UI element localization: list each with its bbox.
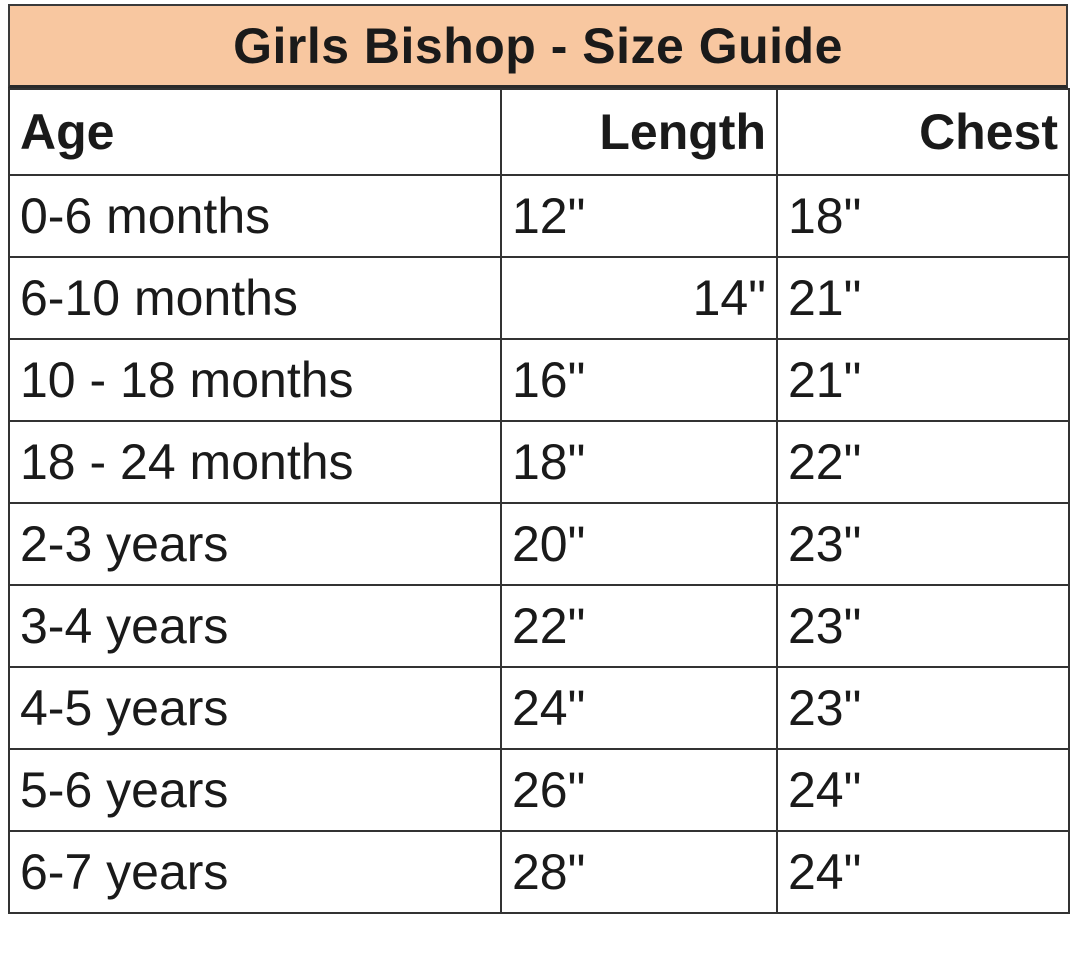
header-age: Age [8, 88, 502, 176]
header-length: Length [500, 88, 778, 176]
size-guide-title: Girls Bishop - Size Guide [8, 4, 1068, 88]
table-row: 5-6 years 26" 24" [8, 748, 1070, 832]
cell-length: 14" [500, 256, 778, 340]
cell-age: 10 - 18 months [8, 338, 502, 422]
cell-chest: 22" [776, 420, 1070, 504]
table-row: 6-10 months 14" 21" [8, 256, 1070, 340]
table-row: 2-3 years 20" 23" [8, 502, 1070, 586]
cell-age: 18 - 24 months [8, 420, 502, 504]
table-row: 18 - 24 months 18" 22" [8, 420, 1070, 504]
cell-age: 2-3 years [8, 502, 502, 586]
size-guide-sheet: Girls Bishop - Size Guide Age Length Che… [8, 4, 1070, 914]
cell-chest: 23" [776, 584, 1070, 668]
table-row: 6-7 years 28" 24" [8, 830, 1070, 914]
cell-age: 6-7 years [8, 830, 502, 914]
cell-chest: 24" [776, 748, 1070, 832]
cell-chest: 21" [776, 338, 1070, 422]
table-row: 3-4 years 22" 23" [8, 584, 1070, 668]
cell-length: 26" [500, 748, 778, 832]
cell-length: 18" [500, 420, 778, 504]
cell-length: 28" [500, 830, 778, 914]
cell-length: 22" [500, 584, 778, 668]
table-row: 10 - 18 months 16" 21" [8, 338, 1070, 422]
cell-length: 20" [500, 502, 778, 586]
cell-chest: 23" [776, 502, 1070, 586]
size-table-body: Age Length Chest 0-6 months 12" 18" 6-10 mo… [8, 88, 1070, 914]
size-guide-table: Age Length Chest 0-6 months 12" 18" 6-10 mo… [8, 88, 1070, 914]
cell-age: 6-10 months [8, 256, 502, 340]
cell-length: 16" [500, 338, 778, 422]
cell-age: 4-5 years [8, 666, 502, 750]
cell-chest: 21" [776, 256, 1070, 340]
cell-chest: 24" [776, 830, 1070, 914]
table-header-row: Age Length Chest [8, 88, 1070, 176]
cell-length: 24" [500, 666, 778, 750]
cell-chest: 23" [776, 666, 1070, 750]
cell-age: 3-4 years [8, 584, 502, 668]
cell-age: 5-6 years [8, 748, 502, 832]
table-row: 4-5 years 24" 23" [8, 666, 1070, 750]
cell-chest: 18" [776, 174, 1070, 258]
table-row: 0-6 months 12" 18" [8, 174, 1070, 258]
cell-length: 12" [500, 174, 778, 258]
cell-age: 0-6 months [8, 174, 502, 258]
header-chest: Chest [776, 88, 1070, 176]
